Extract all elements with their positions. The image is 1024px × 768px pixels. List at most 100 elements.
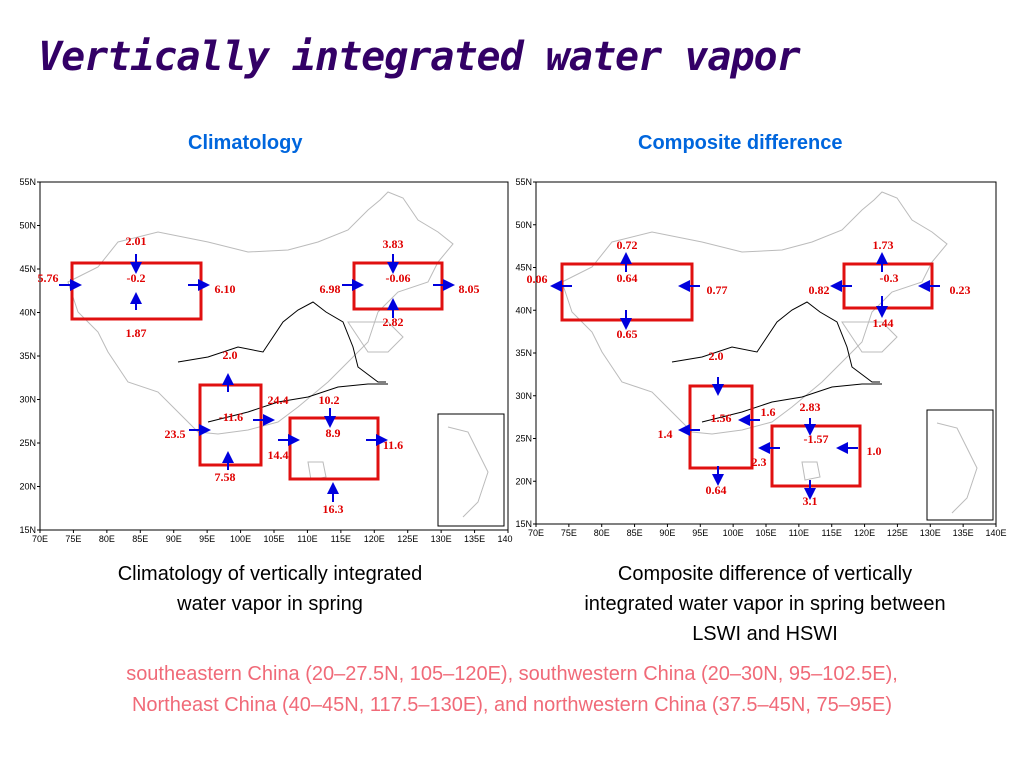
region-definitions-footer: southeastern China (20–27.5N, 105–120E),… (10, 659, 1014, 721)
flux-value-sw-n: 2.0 (709, 349, 724, 363)
flux-value-se-w: 2.3 (752, 455, 767, 469)
composite-difference-panel-title: Composite difference (638, 132, 843, 154)
caption-line: integrated water vapor in spring between (584, 593, 946, 615)
lon-tick-label: 110E (297, 534, 317, 544)
footer-line: Northeast China (40–45N, 117.5–130E), an… (131, 694, 893, 716)
flux-value-ne-s: 1.44 (873, 316, 894, 330)
flux-value-se-n: 10.2 (319, 393, 340, 407)
flux-value-se-e: 1.0 (867, 444, 882, 458)
flux-value-sw-w: 1.4 (658, 427, 673, 441)
lon-tick-label: 100E (230, 534, 251, 544)
region-box (770, 424, 862, 488)
river-lines (177, 301, 388, 423)
flux-value-nw-s: 0.65 (617, 327, 638, 341)
flux-value-ne-e: 8.05 (459, 282, 480, 296)
south-china-sea-inset (437, 413, 505, 527)
flux-value-se-n: 2.83 (800, 400, 821, 414)
lon-tick-label: 90E (659, 528, 675, 538)
lat-tick-label: 20N (515, 476, 532, 486)
lat-tick-label: 30N (515, 391, 532, 401)
map-frame (535, 181, 997, 525)
flux-value-nw-s: 1.87 (126, 326, 147, 340)
flux-value-se-c: -1.57 (804, 432, 829, 446)
lon-tick-label: 85E (132, 534, 148, 544)
lon-tick-label: 90E (166, 534, 182, 544)
flux-value-ne-s: 2.82 (383, 315, 404, 329)
footer-line: southeastern China (20–27.5N, 105–120E),… (126, 663, 898, 685)
flux-value-se-c: 8.9 (326, 426, 341, 440)
flux-value-nw-w: 5.76 (38, 271, 59, 285)
lon-tick-label: 120E (854, 528, 875, 538)
lat-tick-label: 40N (19, 308, 36, 318)
lat-tick-label: 25N (19, 438, 36, 448)
lon-tick-label: 135E (464, 534, 485, 544)
flux-value-ne-w: 6.98 (320, 282, 341, 296)
flux-values: 0.72 0.64 0.06 0.77 0.65 1.73 -0.3 0.82 0.23 1.44… (527, 238, 971, 508)
lon-tick-label: 105E (755, 528, 776, 538)
flux-value-nw-c: 0.64 (617, 271, 638, 285)
map-frame (39, 181, 509, 531)
lon-tick-label: 105E (263, 534, 284, 544)
flux-value-sw-c: -11.6 (219, 410, 243, 424)
caption-line: LSWI and HSWI (692, 623, 838, 645)
flux-value-sw-n: 2.0 (223, 348, 238, 362)
lat-tick-label: 30N (19, 395, 36, 405)
lon-tick-label: 140E (497, 534, 513, 544)
lat-tick-label: 15N (19, 525, 36, 535)
lon-tick-label: 125E (397, 534, 418, 544)
lon-tick-label: 135E (953, 528, 974, 538)
caption-line: Climatology of vertically integrated (117, 563, 423, 585)
climatology-caption: Climatology of vertically integrated wat… (60, 559, 480, 619)
lat-tick-label: 55N (19, 177, 36, 187)
country-outline (67, 191, 454, 481)
flux-values: 2.01 -0.2 5.76 6.10 1.87 3.83 -0.06 6.98 8.05 2.8… (38, 234, 480, 516)
lat-tick-label: 35N (515, 348, 532, 358)
flux-value-nw-e: 0.77 (707, 283, 728, 297)
flux-arrows (59, 254, 455, 502)
lon-tick-label: 70E (32, 534, 48, 544)
flux-value-sw-s: 0.64 (706, 483, 727, 497)
caption-line: water vapor in spring (177, 593, 363, 615)
lat-tick-label: 25N (515, 434, 532, 444)
lon-tick-label: 120E (364, 534, 385, 544)
lon-tick-label: 95E (199, 534, 215, 544)
flux-value-ne-e: 0.23 (950, 283, 971, 297)
flux-value-nw-c: -0.2 (127, 271, 146, 285)
lat-tick-label: 40N (515, 305, 532, 315)
flux-value-sw-e: 24.4 (268, 393, 289, 407)
lon-tick-label: 70E (528, 528, 544, 538)
flux-value-se-e: 11.6 (383, 438, 403, 452)
flux-value-sw-c: 1.56 (711, 411, 732, 425)
lon-tick-label: 110E (789, 528, 809, 538)
flux-value-ne-c: -0.3 (880, 271, 899, 285)
lon-tick-label: 85E (627, 528, 643, 538)
flux-value-ne-n: 3.83 (383, 237, 404, 251)
flux-value-nw-e: 6.10 (215, 282, 236, 296)
climatology-panel-title: Climatology (188, 132, 303, 154)
lon-tick-label: 125E (887, 528, 908, 538)
flux-value-sw-e: 1.6 (761, 405, 776, 419)
composite-difference-caption: Composite difference of vertically integ… (520, 559, 1010, 649)
lon-tick-label: 75E (65, 534, 81, 544)
flux-value-ne-c: -0.06 (386, 271, 411, 285)
south-china-sea-inset (926, 409, 994, 521)
lon-tick-label: 95E (692, 528, 708, 538)
lat-tick-label: 45N (19, 264, 36, 274)
flux-value-sw-w: 23.5 (165, 427, 186, 441)
lon-tick-label: 100E (723, 528, 744, 538)
lat-tick-label: 15N (515, 519, 532, 529)
lon-tick-label: 115E (331, 534, 351, 544)
slide-title: Vertically integrated water vapor (38, 34, 801, 80)
lon-tick-label: 130E (920, 528, 941, 538)
lon-tick-label: 115E (822, 528, 842, 538)
lon-tick-label: 80E (99, 534, 115, 544)
flux-value-se-s: 16.3 (323, 502, 344, 516)
lat-tick-label: 35N (19, 351, 36, 361)
lat-tick-label: 45N (515, 263, 532, 273)
lat-tick-label: 20N (19, 482, 36, 492)
flux-value-se-s: 3.1 (803, 494, 818, 508)
lon-tick-label: 80E (594, 528, 610, 538)
